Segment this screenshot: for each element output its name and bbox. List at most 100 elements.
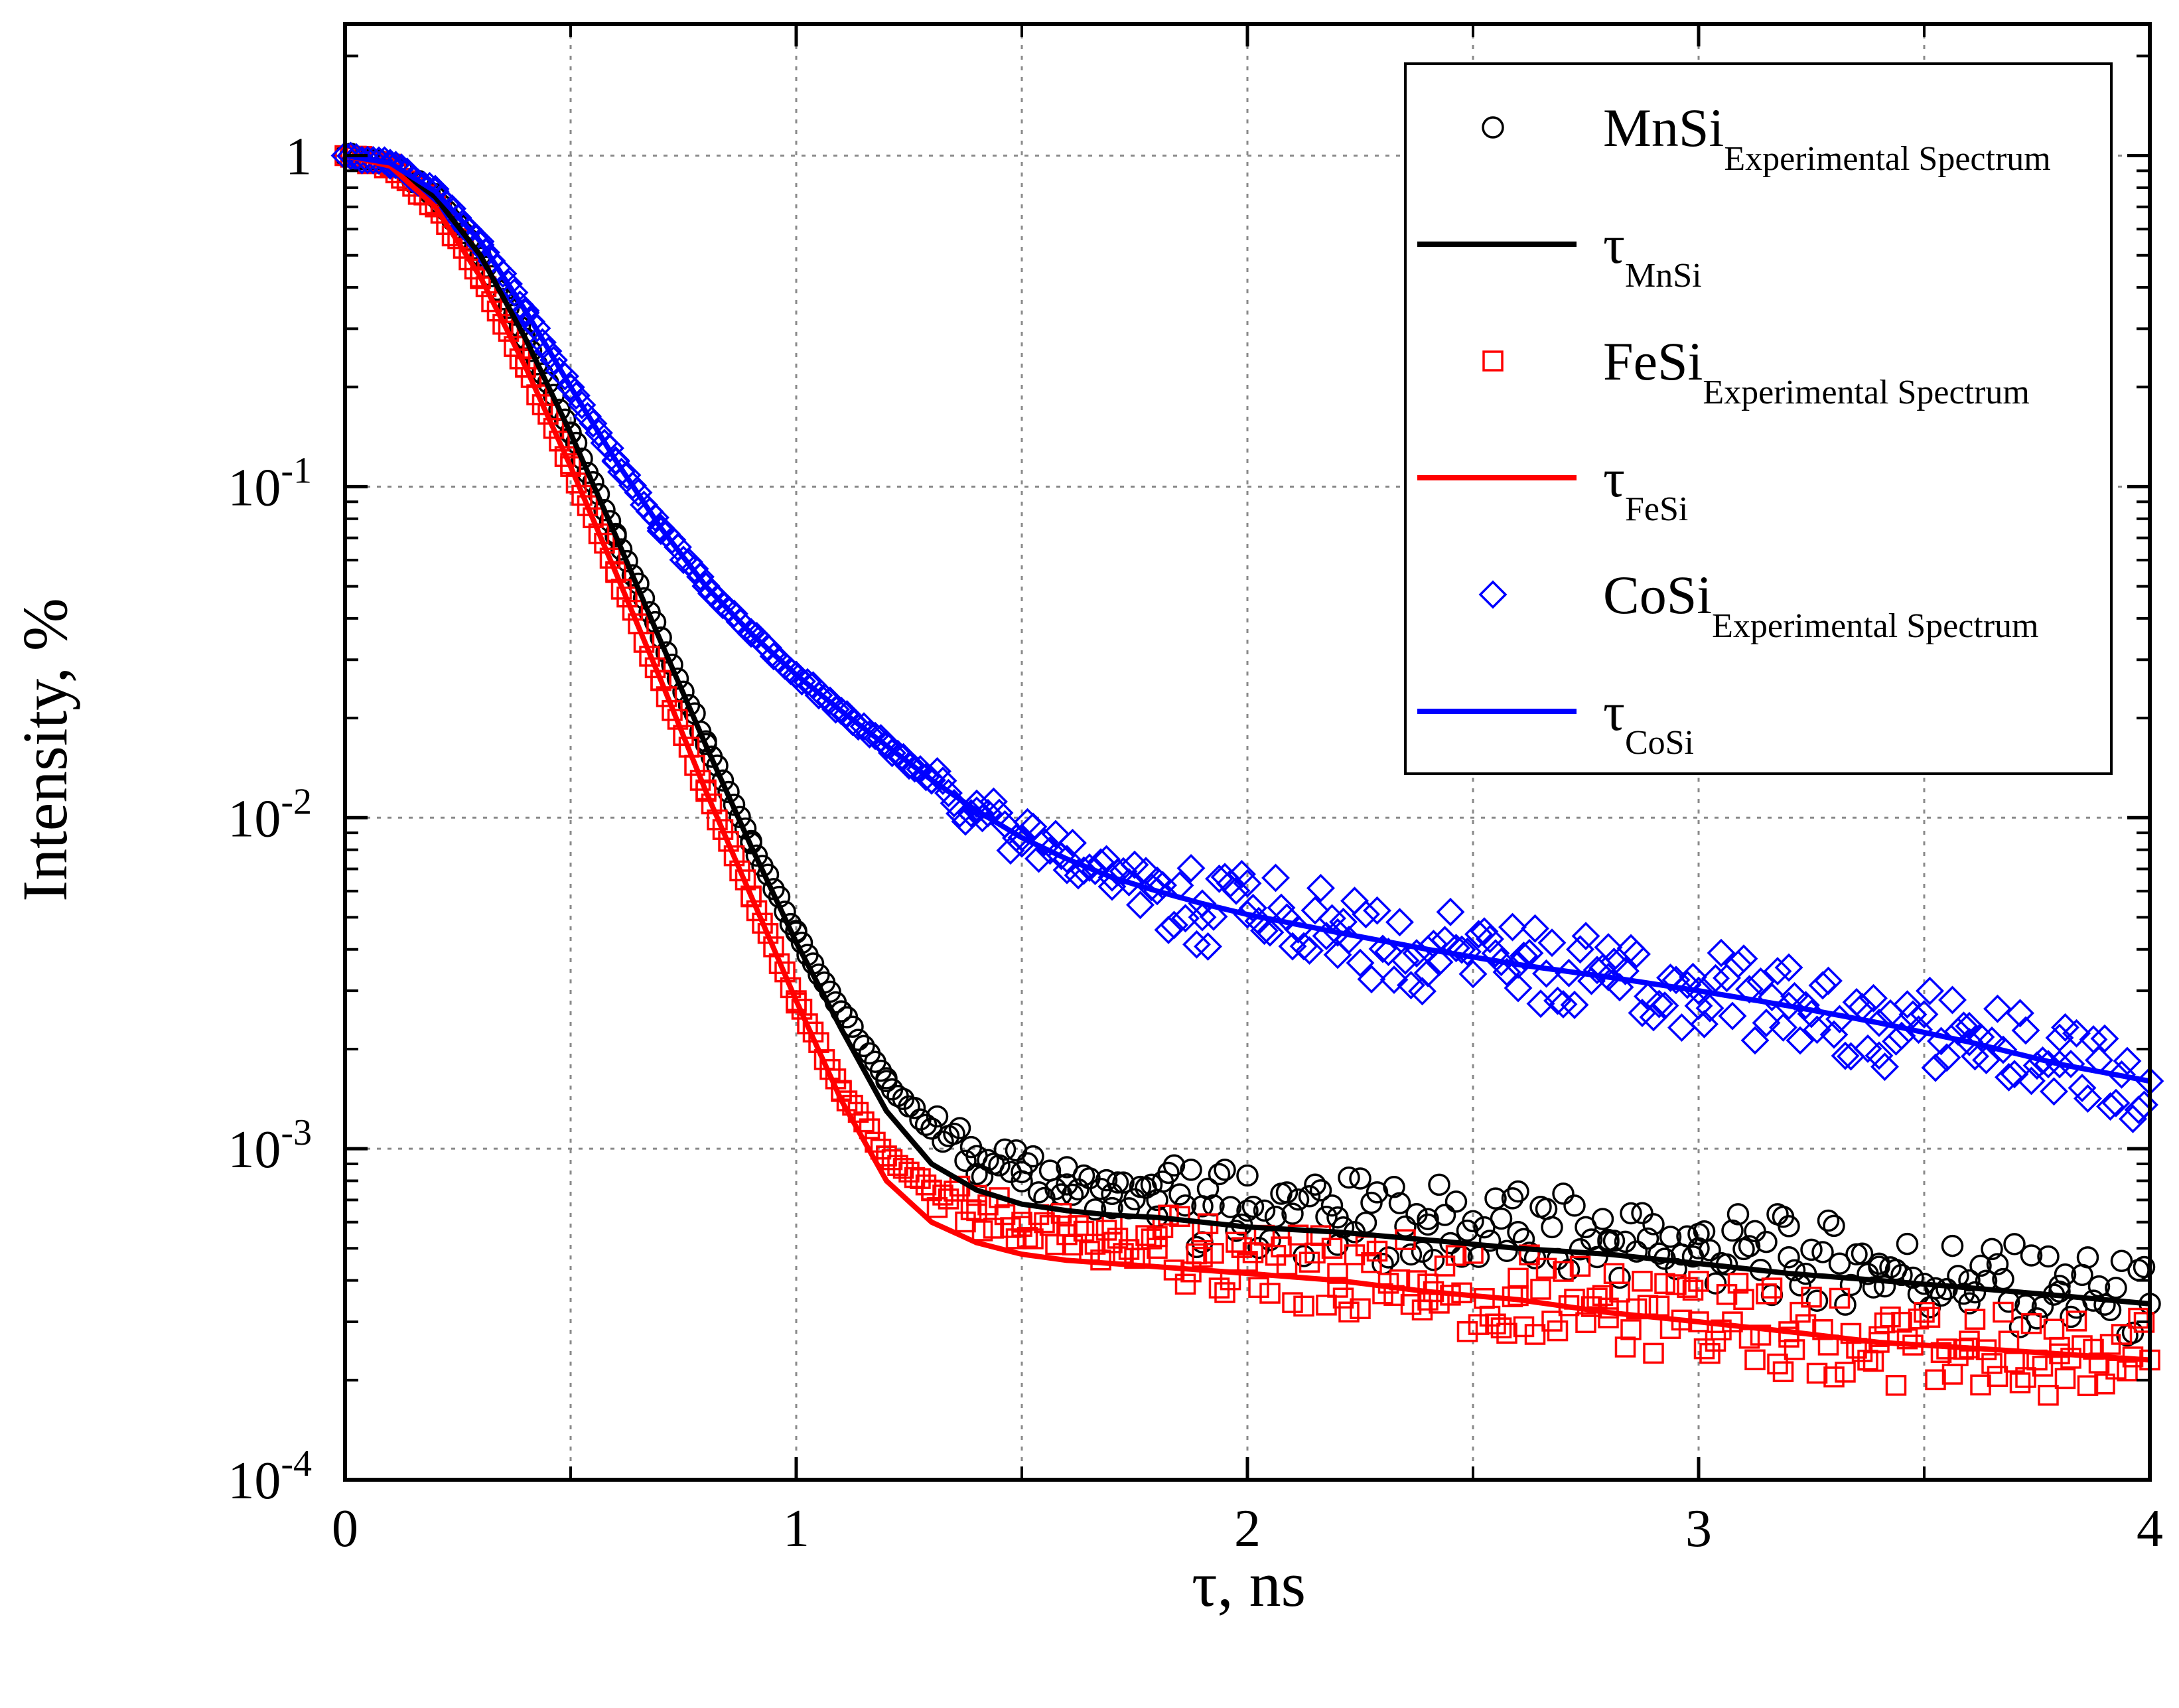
data-point <box>1106 1171 1129 1194</box>
data-point <box>1141 1228 1162 1249</box>
data-point <box>932 1130 954 1153</box>
data-point <box>1643 1342 1664 1364</box>
data-point <box>1101 1196 1123 1220</box>
fit-line-fesi <box>344 153 2150 1363</box>
data-point <box>1253 1199 1276 1222</box>
data-point <box>1061 1183 1084 1206</box>
data-point <box>1338 1301 1360 1322</box>
data-point <box>1298 1184 1321 1208</box>
data-point <box>1620 1202 1642 1225</box>
data-point <box>912 762 940 792</box>
data-point <box>2105 1277 2127 1299</box>
data-point <box>1993 1301 2014 1323</box>
data-point <box>1823 1366 1845 1388</box>
data-point <box>1893 990 1922 1019</box>
data-point <box>1792 991 1820 1020</box>
legend-item: CoSiExperimental Spectrum <box>1478 565 2039 645</box>
data-point <box>1214 1159 1236 1181</box>
data-point <box>669 545 698 575</box>
data-point <box>1352 900 1380 929</box>
data-point <box>511 296 540 325</box>
data-point <box>1608 1266 1631 1289</box>
data-point <box>1772 1361 1794 1382</box>
data-point <box>718 831 739 852</box>
data-point <box>520 367 542 388</box>
data-point <box>1231 1237 1253 1258</box>
data-point <box>2074 1084 2102 1113</box>
x-tick-label: 4 <box>2137 1500 2163 1558</box>
data-point <box>549 430 570 452</box>
data-point <box>1137 873 1166 902</box>
data-point <box>1498 912 1527 942</box>
data-point <box>1041 819 1070 849</box>
data-point <box>593 499 616 522</box>
data-point <box>1778 1245 1800 1269</box>
legend-marker <box>1482 350 1504 372</box>
data-point <box>1995 1062 2023 1092</box>
data-point <box>1360 1191 1383 1214</box>
data-point <box>2096 1092 2125 1121</box>
data-point <box>1605 973 1634 1002</box>
data-point <box>661 654 683 676</box>
data-point <box>1727 1273 1749 1294</box>
data-point <box>979 787 1008 816</box>
data-point <box>1811 1241 1834 1263</box>
data-point <box>1501 1187 1524 1210</box>
data-point <box>938 1188 959 1210</box>
data-point <box>1366 1240 1388 1262</box>
data-point <box>1233 869 1262 898</box>
data-point <box>1676 1225 1699 1247</box>
data-point <box>1767 1353 1788 1375</box>
data-point <box>1716 1284 1738 1305</box>
data-point <box>1388 1192 1411 1215</box>
data-point <box>582 471 604 494</box>
data-point <box>504 336 525 357</box>
data-point <box>1385 908 1414 937</box>
data-point <box>1738 1235 1761 1257</box>
data-point <box>1478 1230 1502 1252</box>
data-point <box>562 381 591 410</box>
data-point <box>1592 1285 1614 1307</box>
data-point <box>1192 1246 1213 1268</box>
data-point <box>1699 1239 1721 1261</box>
legend-item: τCoSi <box>1417 681 1694 762</box>
data-point <box>1868 1326 1890 1348</box>
data-point <box>1938 985 1967 1015</box>
data-point <box>994 1204 1016 1226</box>
data-point <box>1711 1319 1732 1341</box>
data-point <box>1758 983 1786 1012</box>
data-point <box>1598 1307 1619 1328</box>
data-point <box>2133 1312 2155 1333</box>
data-point <box>951 807 980 836</box>
data-point <box>1476 924 1504 954</box>
data-point <box>577 495 598 516</box>
plot-series <box>330 141 2164 1406</box>
data-point <box>533 336 563 366</box>
data-point <box>695 733 717 756</box>
data-point <box>2026 1307 2048 1330</box>
data-point <box>1910 1000 1939 1029</box>
data-point <box>1718 1001 1747 1031</box>
data-point <box>1864 1041 1894 1070</box>
data-point <box>1304 1173 1326 1196</box>
data-point <box>1186 1243 1208 1265</box>
data-point <box>567 390 597 419</box>
data-point <box>1519 1244 1540 1265</box>
data-point <box>1316 1295 1337 1316</box>
legend-box <box>1404 62 2113 775</box>
data-point <box>1492 958 1521 987</box>
data-point <box>903 1096 926 1119</box>
data-point <box>1332 1216 1355 1239</box>
data-point <box>1496 1240 1518 1262</box>
data-point <box>1473 1216 1496 1239</box>
y-tick-label: 10-1 <box>228 450 312 517</box>
y-tick-labels: 1 10-1 10-2 10-3 10-4 <box>228 128 312 1510</box>
data-point <box>1602 1230 1626 1252</box>
data-point <box>1067 1178 1090 1201</box>
data-point <box>1374 938 1403 966</box>
data-point <box>587 482 610 506</box>
data-point <box>1180 1159 1202 1181</box>
data-point <box>1541 1216 1563 1239</box>
data-point <box>528 328 557 357</box>
data-point <box>1744 1349 1766 1371</box>
